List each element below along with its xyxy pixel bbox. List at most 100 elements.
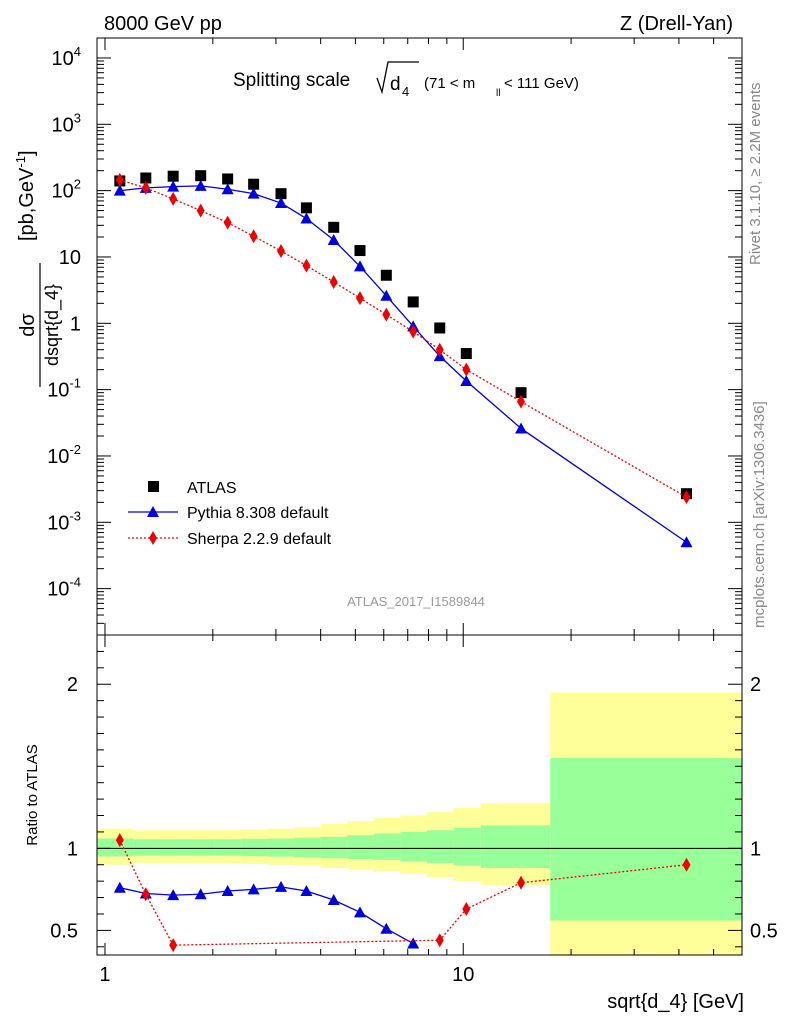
ratio-y-axis-label: Ratio to ATLAS (24, 744, 41, 845)
ratio-point-triangle (327, 894, 340, 906)
ratio-clip (97, 692, 742, 955)
main-point-diamond (141, 180, 150, 195)
ratio-y-tick-label-left: 1 (67, 838, 78, 860)
main-point-square (407, 296, 419, 308)
main-point-triangle (460, 374, 473, 386)
header-left: 8000 GeV pp (104, 13, 222, 35)
title-d: d (390, 74, 401, 95)
main-point-diamond (355, 291, 364, 306)
main-point-diamond (517, 394, 526, 409)
rivet-version-label: Rivet 3.1.10, ≥ 2.2M events (747, 83, 764, 266)
main-point-diamond (169, 191, 178, 206)
main-point-triangle (680, 536, 693, 548)
ratio-band-green (294, 837, 321, 858)
ratio-point-diamond (169, 938, 178, 953)
main-series-line-1 (119, 185, 687, 543)
main-point-square (248, 178, 260, 190)
ratio-point-triangle (380, 922, 393, 934)
main-point-diamond (115, 172, 124, 187)
legend-marker-pythia (147, 506, 159, 517)
main-point-triangle (194, 179, 207, 191)
legend-label-sherpa: Sherpa 2.2.9 default (187, 531, 332, 548)
main-point-square (460, 348, 472, 360)
ratio-point-triangle (407, 937, 420, 949)
main-y-tick-label: 104 (52, 44, 81, 70)
main-point-diamond (382, 307, 391, 322)
ratio-ticks (97, 634, 743, 955)
ratio-band-green (453, 827, 481, 866)
ratio-point-diamond (435, 933, 444, 948)
ratio-band-green (159, 839, 188, 856)
main-y-tick-label: 10 (59, 247, 81, 269)
main-point-square (300, 202, 312, 214)
ratio-point-triangle (300, 885, 313, 896)
main-y-axis-label: dσ dsqrt{d_4} [pb,GeV-1] (13, 150, 63, 387)
main-point-square (328, 221, 340, 233)
legend-label-pythia: Pythia 8.308 default (187, 505, 329, 522)
main-point-diamond (329, 274, 338, 289)
legend: ATLAS Pythia 8.308 default Sherpa 2.2.9 … (128, 480, 332, 548)
ratio-point-diamond (115, 833, 124, 848)
main-point-triangle (275, 197, 288, 209)
title-range-a: (71 < m (424, 75, 475, 92)
ratio-point-triangle (194, 888, 207, 900)
ylabel-numerator: dσ (17, 313, 39, 337)
main-y-tick-label: 10-2 (47, 442, 81, 468)
main-series-line-2 (119, 179, 687, 498)
main-y-tick-label: 103 (52, 110, 81, 136)
main-point-square (167, 170, 179, 182)
ratio-band-green (400, 831, 427, 862)
main-point-square (354, 245, 366, 257)
ratio-x-tick-label: 1 (99, 964, 110, 986)
ratio-point-triangle (167, 889, 180, 901)
ratio-point-diamond (682, 857, 691, 872)
ratio-y-tick-label-right: 1 (750, 838, 761, 860)
main-point-triangle (515, 422, 528, 434)
header-right: Z (Drell-Yan) (620, 13, 733, 35)
main-point-diamond (409, 324, 418, 339)
ratio-series-line-0 (119, 886, 414, 945)
main-point-triangle (327, 234, 340, 246)
main-point-square (222, 173, 234, 185)
ratio-band-green (187, 839, 215, 856)
ratio-point-triangle (247, 883, 260, 895)
ratio-bands (97, 692, 742, 955)
ratio-band-green (241, 838, 268, 857)
main-y-tick-label: 10-4 (47, 575, 81, 601)
legend-marker-sherpa (149, 531, 157, 545)
main-point-diamond (435, 342, 444, 357)
legend-label-atlas: ATLAS (187, 480, 237, 497)
ylabel-denominator: dsqrt{d_4} (42, 284, 63, 366)
ratio-point-triangle (221, 885, 234, 896)
ratio-point-triangle (353, 906, 366, 918)
x-axis-label: sqrt{d_4} [GeV] (607, 991, 744, 1013)
title-range-b: < 111 GeV) (504, 75, 579, 92)
main-point-square (275, 188, 287, 200)
ratio-band-green (214, 839, 242, 856)
ratio-y-tick-label-right: 2 (750, 674, 761, 696)
main-y-tick-label: 102 (52, 177, 81, 203)
main-point-square (195, 170, 207, 182)
ratio-point-diamond (141, 887, 150, 902)
ratio-band-green (550, 758, 742, 921)
main-point-square (140, 172, 152, 184)
ratio-y-tick-label-right: 0.5 (750, 920, 778, 942)
title-d-subscript: 4 (402, 84, 409, 99)
main-point-square (515, 387, 527, 399)
main-point-square (434, 322, 446, 334)
main-y-tick-label: 10-1 (47, 376, 81, 402)
main-point-diamond (249, 229, 258, 244)
ratio-x-tick-label: 10 (452, 964, 474, 986)
title-range-sub: ll (496, 88, 500, 99)
main-point-triangle (113, 184, 126, 196)
ratio-band-green (480, 825, 551, 869)
ratio-band-green (267, 838, 295, 857)
ratio-point-diamond (517, 875, 526, 890)
chart-title: Splitting scale (233, 70, 350, 91)
main-point-diamond (277, 244, 286, 259)
main-y-tick-label: 1 (70, 313, 81, 335)
ratio-band-green (133, 839, 160, 856)
main-point-triangle (353, 260, 366, 272)
main-point-triangle (300, 212, 313, 224)
